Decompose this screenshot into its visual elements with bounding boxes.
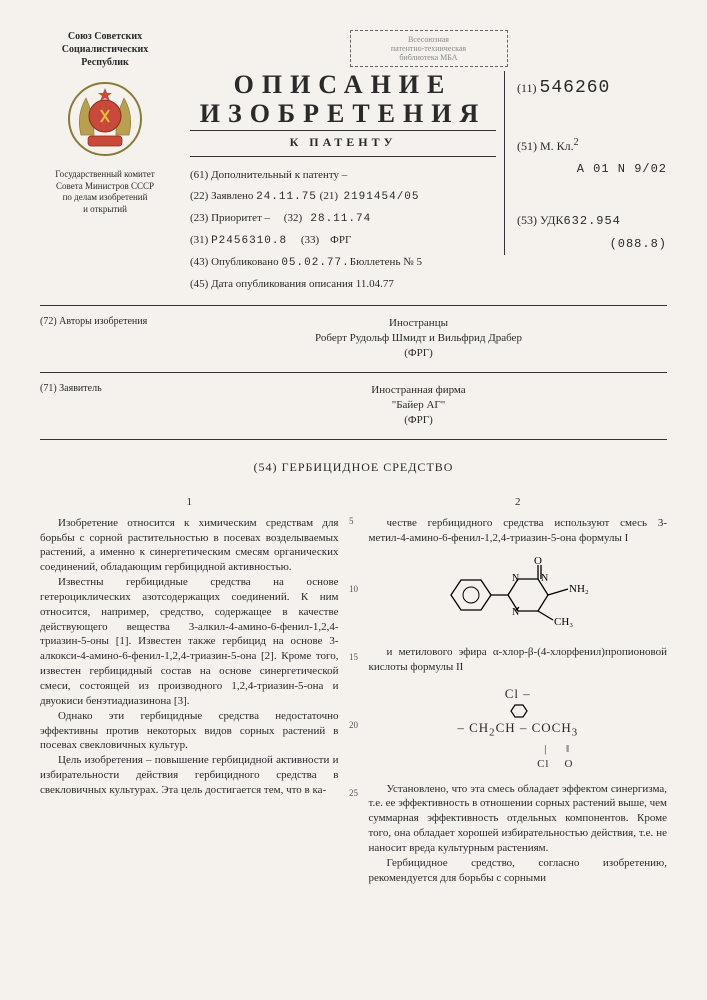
field-43: (43) Опубликовано 05.02.77.Бюллетень № 5: [190, 252, 496, 274]
chemical-formula-1: N N N O NH₂ CH₃: [369, 555, 668, 635]
field-53-value2: (088.8): [517, 233, 667, 256]
field-45: (45) Дата опубликования описания 11.04.7…: [190, 274, 496, 295]
column-1: 1 Изобретение относится к химическим сре…: [40, 495, 339, 886]
field-51-value: A 01 N 9/02: [517, 158, 667, 181]
doc-main-title: ОПИСАНИЕ ИЗОБРЕТЕНИЯ: [190, 71, 496, 131]
col2-para4: Гербицидное средство, согласно изобретен…: [369, 856, 668, 886]
col2-para2: и метилового эфира α-хлор-β-(4-хлорфенил…: [369, 645, 668, 675]
biblio-right-block: (11) 546260 (51) М. Кл.2 A 01 N 9/02 (53…: [504, 71, 667, 255]
state-emblem-icon: [65, 79, 145, 159]
doc-subtitle: К ПАТЕНТУ: [190, 135, 496, 157]
field-72-label: (72) Авторы изобретения: [40, 316, 170, 362]
field-31-33: (31) Р2456310.8 (33) ФРГ: [190, 230, 496, 252]
field-23-32: (23) Приоритет – (32) 28.11.74: [190, 208, 496, 230]
svg-text:O: O: [534, 555, 542, 567]
field-53: (53) УДК632.954: [517, 209, 667, 233]
col2-number: 2: [369, 495, 668, 510]
col2-para1: честве гербицидного средства используют …: [369, 516, 668, 546]
col1-para4: Цель изобретения – повышение гербицидной…: [40, 753, 339, 798]
field-22-21: (22) Заявлено 24.11.75 (21) 2191454/05: [190, 186, 496, 208]
invention-title: (54) ГЕРБИЦИДНОЕ СРЕДСТВО: [40, 460, 667, 475]
issuer-name: Союз Советских Социалистических Республи…: [40, 30, 170, 69]
field-71-label: (71) Заявитель: [40, 383, 170, 429]
chemical-formula-2: Cl –– CH2CH – COCH3 | ‖ Cl O: [369, 685, 668, 771]
authors-block: Иностранцы Роберт Рудольф Шмидт и Вильфр…: [170, 316, 667, 362]
svg-text:CH₃: CH₃: [554, 616, 573, 628]
applicant-block: Иностранная фирма "Байер АГ" (ФРГ): [170, 383, 667, 429]
col1-para1: Изобретение относится к химическим средс…: [40, 516, 339, 575]
field-51: (51) М. Кл.2: [517, 133, 667, 158]
col1-para2: Известны гербицидные средства на основе …: [40, 575, 339, 709]
svg-text:N: N: [512, 573, 519, 584]
col1-number: 1: [40, 495, 339, 510]
line-number-gutter: 5 10 15 20 25: [349, 515, 358, 856]
column-2: 2 честве гербицидного средства использую…: [369, 495, 668, 886]
svg-text:N: N: [541, 573, 548, 584]
svg-text:NH₂: NH₂: [569, 583, 589, 595]
committee-name: Государственный комитет Совета Министров…: [40, 169, 170, 216]
biblio-left-block: (61) Дополнительный к патенту – (22) Зая…: [190, 165, 496, 294]
col2-para3: Установлено, что эта смесь обладает эффе…: [369, 782, 668, 856]
field-11: (11) 546260: [517, 71, 667, 105]
field-61: (61) Дополнительный к патенту –: [190, 165, 496, 186]
col1-para3: Однако эти гербицидные средства недостат…: [40, 709, 339, 754]
library-stamp: Всесоюзная патентно-техническая библиоте…: [350, 30, 508, 67]
